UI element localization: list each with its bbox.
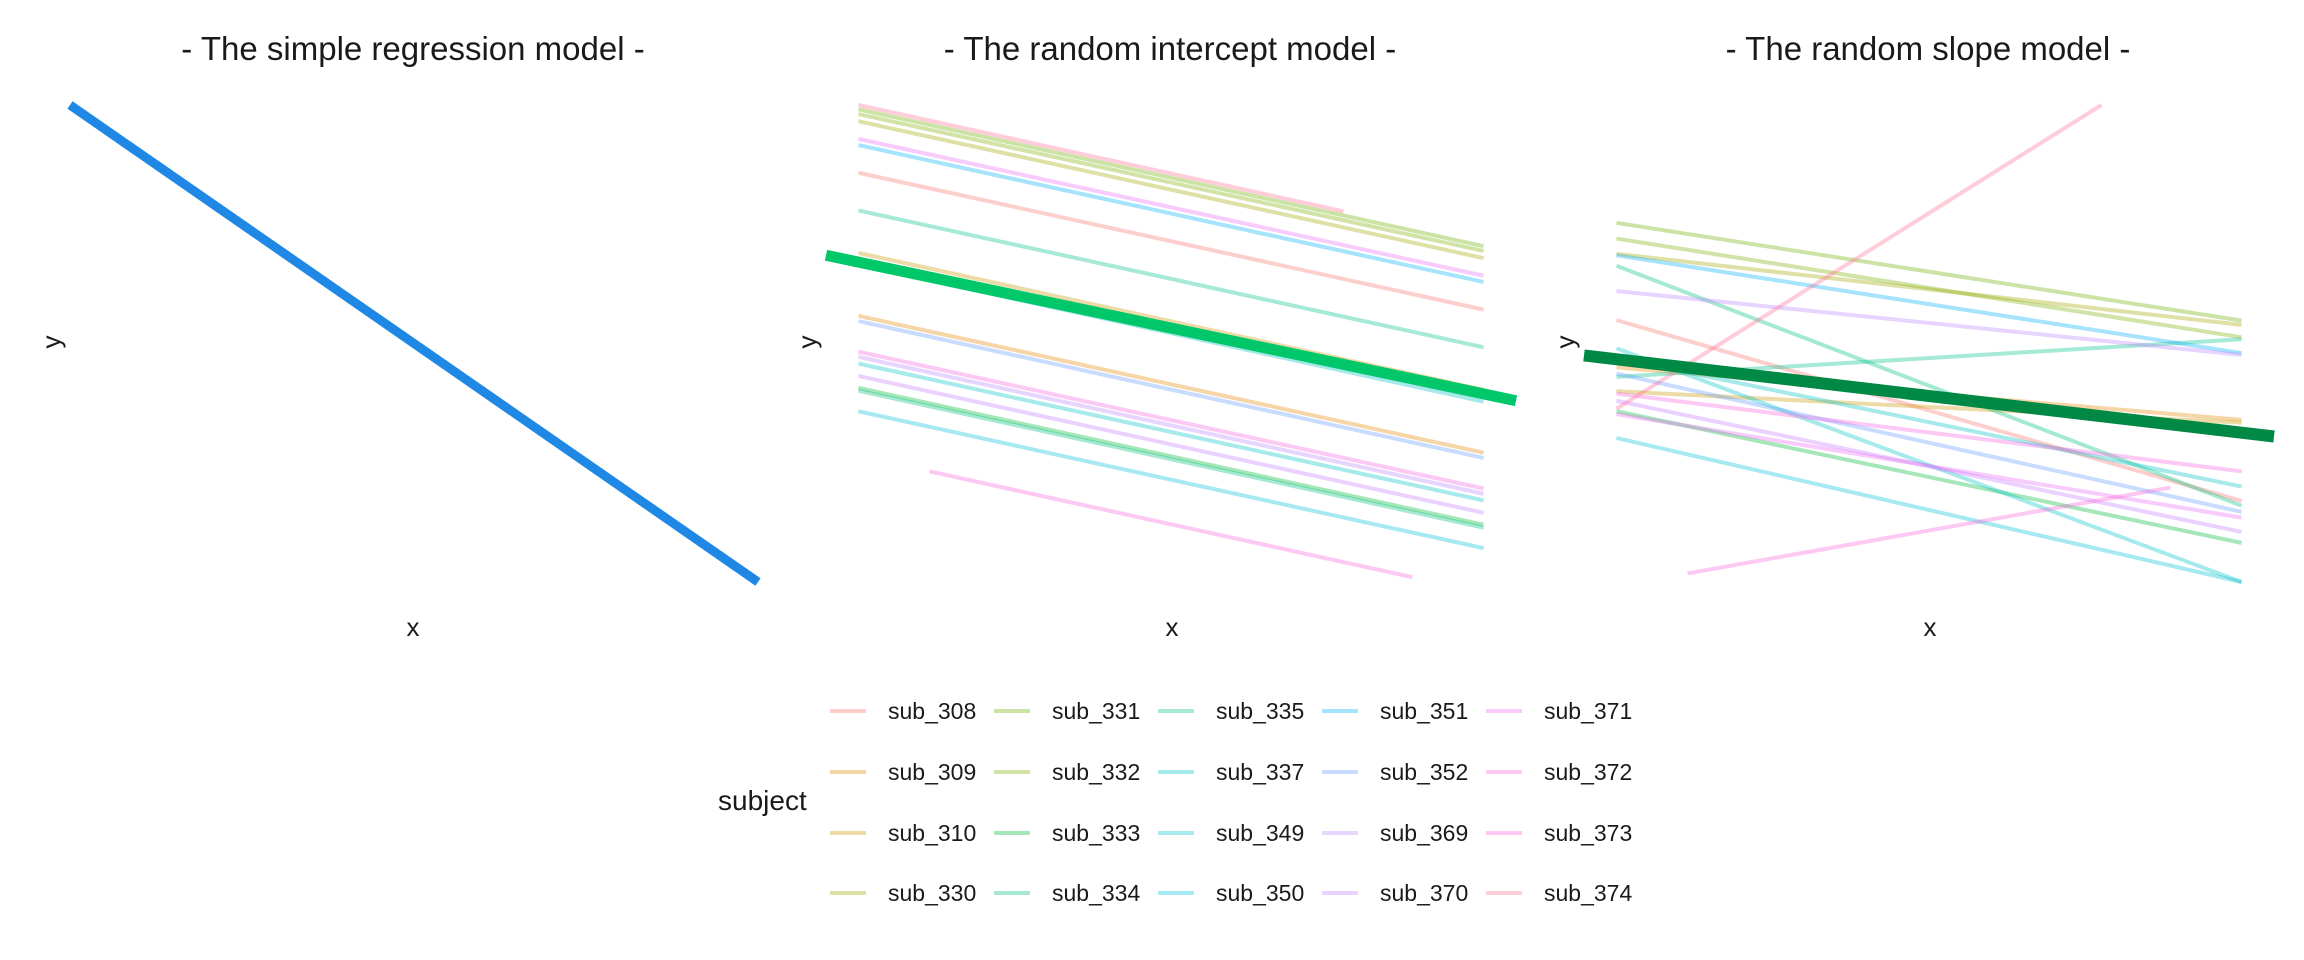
- plot-area: [1583, 103, 2275, 584]
- legend-label: sub_330: [888, 880, 976, 906]
- series-line-sub-308: [1615, 318, 2243, 503]
- legend-item: sub_335: [1158, 698, 1304, 724]
- series-line-sub-371: [1616, 412, 2242, 520]
- series-line-sub-372: [858, 349, 1484, 491]
- x-axis-label: x: [1166, 612, 1179, 642]
- plot-area: [824, 103, 1518, 580]
- x-axis-label: x: [1924, 612, 1937, 642]
- series-line-sub-351: [1616, 253, 2242, 356]
- panel-title-simple-regression: - The simple regression model -: [181, 30, 644, 67]
- legend-item: sub_337: [1158, 759, 1304, 785]
- series-line-sub-309: [858, 313, 1484, 455]
- series-line-sub-374: [1615, 103, 2103, 411]
- series-line-sub-308: [858, 170, 1484, 312]
- fixed-effect-line: [824, 249, 1518, 407]
- legend-item: sub_310: [830, 820, 976, 846]
- series-line-sub-331: [858, 107, 1484, 249]
- series-line-sub-330: [1616, 251, 2242, 327]
- panel-title-random-intercept: - The random intercept model -: [944, 30, 1396, 67]
- legend-label: sub_337: [1216, 759, 1304, 785]
- series-line-sub-350: [1615, 435, 2243, 584]
- legend-label: sub_351: [1380, 698, 1468, 724]
- legend-item: sub_331: [994, 698, 1140, 724]
- legend-label: sub_371: [1544, 698, 1632, 724]
- panel-title-random-slope: - The random slope model -: [1726, 30, 2131, 67]
- random-intercept-panel: - The random intercept model - x y: [792, 30, 1518, 642]
- y-axis-label: y: [36, 336, 66, 349]
- legend-item: sub_351: [1322, 698, 1468, 724]
- y-axis-label: y: [792, 336, 822, 349]
- legend-label: sub_372: [1544, 759, 1632, 785]
- y-axis-label: y: [1550, 336, 1580, 349]
- series-line-sub-349: [1615, 346, 2243, 584]
- series-line-sub-334: [858, 388, 1484, 530]
- legend: subject sub_308sub_309sub_310sub_330sub_…: [718, 698, 1632, 906]
- legend-label: sub_309: [888, 759, 976, 785]
- legend-label: sub_369: [1380, 820, 1468, 846]
- fixed-effect-line: [67, 101, 761, 586]
- legend-item: sub_369: [1322, 820, 1468, 846]
- series-line-sub-350: [858, 409, 1484, 551]
- plot-area: [67, 101, 761, 586]
- series-line-sub-369: [858, 354, 1484, 496]
- fixed-effect-line: [1583, 349, 2275, 443]
- legend-label: sub_335: [1216, 698, 1304, 724]
- legend-item: sub_334: [994, 880, 1140, 906]
- legend-item: sub_372: [1486, 759, 1632, 785]
- series-line-sub-352: [858, 319, 1484, 460]
- legend-label: sub_332: [1052, 759, 1140, 785]
- series-line-sub-349: [858, 361, 1484, 503]
- series-line-sub-370: [1616, 398, 2242, 534]
- series-line-sub-330: [858, 119, 1484, 261]
- legend-item: sub_373: [1486, 820, 1632, 846]
- legend-item: sub_332: [994, 759, 1140, 785]
- legend-label: sub_374: [1544, 880, 1632, 906]
- series-line-sub-352: [1615, 371, 2243, 514]
- legend-label: sub_333: [1052, 820, 1140, 846]
- legend-items: sub_308 sub_309 sub_310 sub_330 sub_331 sub_3…: [830, 698, 1632, 906]
- series-line-sub-335: [858, 208, 1484, 350]
- x-axis-label: x: [407, 612, 420, 642]
- series-line-sub-369: [1616, 289, 2242, 357]
- legend-label: sub_352: [1380, 759, 1468, 785]
- series-line-sub-333: [1616, 409, 2242, 545]
- series-line-sub-373: [1687, 485, 2171, 576]
- series-line-sub-333: [858, 385, 1484, 527]
- legend-item: sub_374: [1486, 880, 1632, 906]
- series-line-sub-373: [929, 469, 1413, 580]
- series-line-sub-337: [1616, 355, 2242, 489]
- legend-item: sub_349: [1158, 820, 1304, 846]
- legend-title: subject: [718, 785, 807, 816]
- simple-regression-panel: - The simple regression model - x y: [36, 30, 761, 642]
- legend-label: sub_349: [1216, 820, 1304, 846]
- legend-label: sub_334: [1052, 880, 1140, 906]
- legend-item: sub_370: [1322, 880, 1468, 906]
- legend-label: sub_350: [1216, 880, 1304, 906]
- legend-label: sub_373: [1544, 820, 1632, 846]
- series-line-sub-351: [858, 143, 1484, 284]
- series-line-sub-374: [858, 103, 1344, 214]
- legend-label: sub_308: [888, 698, 976, 724]
- series-line-sub-334: [1615, 263, 2243, 508]
- series-line-sub-372: [1616, 391, 2242, 474]
- legend-label: sub_331: [1052, 698, 1140, 724]
- series-line-sub-332: [1616, 236, 2242, 340]
- series-line-sub-371: [858, 136, 1484, 278]
- series-line-sub-332: [858, 112, 1484, 253]
- random-slope-panel: - The random slope model - x y: [1550, 30, 2275, 642]
- legend-item: sub_330: [830, 880, 976, 906]
- legend-item: sub_350: [1158, 880, 1304, 906]
- series-line-sub-370: [858, 373, 1484, 515]
- legend-label: sub_370: [1380, 880, 1468, 906]
- legend-label: sub_310: [888, 820, 976, 846]
- legend-item: sub_333: [994, 820, 1140, 846]
- legend-item: sub_308: [830, 698, 976, 724]
- series-line-sub-331: [1616, 220, 2242, 323]
- legend-item: sub_352: [1322, 759, 1468, 785]
- legend-item: sub_309: [830, 759, 976, 785]
- legend-item: sub_371: [1486, 698, 1632, 724]
